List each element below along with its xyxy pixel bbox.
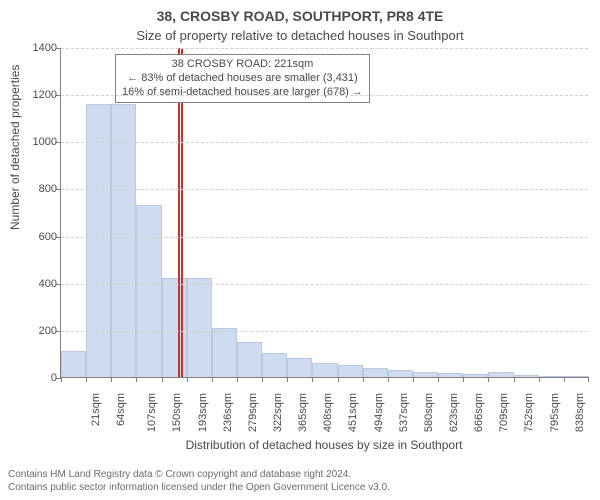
x-tick-mark: [212, 377, 213, 382]
x-tick-label: 64sqm: [115, 393, 127, 426]
y-tick-label: 0: [19, 372, 61, 384]
chart-title-address: 38, CROSBY ROAD, SOUTHPORT, PR8 4TE: [0, 8, 600, 24]
x-tick-mark: [287, 377, 288, 382]
histogram-bar: [338, 365, 363, 377]
plot-area: 38 CROSBY ROAD: 221sqm ← 83% of detached…: [60, 48, 588, 378]
grid-line: [61, 48, 588, 49]
x-tick-mark: [338, 377, 339, 382]
histogram-bar: [111, 104, 136, 377]
x-axis-label: Distribution of detached houses by size …: [60, 438, 588, 452]
x-tick-label: 408sqm: [322, 393, 334, 432]
x-tick-mark: [363, 377, 364, 382]
x-tick-mark: [514, 377, 515, 382]
histogram-bar: [212, 328, 237, 378]
x-tick-mark: [588, 377, 589, 382]
annotation-line-2: ← 83% of detached houses are smaller (3,…: [122, 72, 363, 86]
chart-subtitle: Size of property relative to detached ho…: [0, 28, 600, 43]
x-tick-mark: [413, 377, 414, 382]
x-tick-label: 107sqm: [146, 393, 158, 432]
x-tick-label: 451sqm: [348, 393, 360, 432]
x-tick-mark: [237, 377, 238, 382]
footer-line-1: Contains HM Land Registry data © Crown c…: [8, 469, 390, 482]
footer-attribution: Contains HM Land Registry data © Crown c…: [8, 469, 390, 494]
y-tick-label: 200: [19, 325, 61, 337]
histogram-bar: [187, 278, 212, 377]
x-tick-label: 365sqm: [297, 393, 309, 432]
histogram-bar: [463, 374, 488, 377]
chart-container: 38, CROSBY ROAD, SOUTHPORT, PR8 4TE Size…: [0, 0, 600, 500]
y-tick-label: 1000: [19, 136, 61, 148]
x-tick-mark: [86, 377, 87, 382]
histogram-bar: [287, 358, 312, 377]
histogram-bar: [539, 376, 564, 377]
x-tick-mark: [539, 377, 540, 382]
x-tick-mark: [187, 377, 188, 382]
x-tick-mark: [564, 377, 565, 382]
histogram-bar: [413, 372, 438, 377]
grid-line: [61, 95, 588, 96]
x-tick-mark: [61, 377, 62, 382]
y-tick-label: 1400: [19, 42, 61, 54]
x-tick-mark: [463, 377, 464, 382]
x-tick-label: 279sqm: [247, 393, 259, 432]
x-tick-label: 838sqm: [574, 393, 586, 432]
x-tick-mark: [262, 377, 263, 382]
histogram-bar: [262, 353, 287, 377]
y-tick-label: 1200: [19, 89, 61, 101]
y-tick-label: 600: [19, 231, 61, 243]
x-tick-label: 752sqm: [524, 393, 536, 432]
grid-line: [61, 189, 588, 190]
histogram-bar: [312, 363, 337, 377]
grid-line: [61, 331, 588, 332]
x-tick-label: 150sqm: [172, 393, 184, 432]
y-tick-label: 400: [19, 278, 61, 290]
histogram-bar: [388, 370, 413, 377]
x-tick-label: 322sqm: [272, 393, 284, 432]
x-tick-mark: [136, 377, 137, 382]
histogram-bar: [61, 351, 86, 377]
x-tick-mark: [312, 377, 313, 382]
annotation-line-1: 38 CROSBY ROAD: 221sqm: [122, 58, 363, 72]
x-tick-label: 21sqm: [90, 393, 102, 426]
x-tick-label: 236sqm: [222, 393, 234, 432]
histogram-bar: [363, 368, 388, 377]
x-tick-label: 623sqm: [448, 393, 460, 432]
x-tick-mark: [488, 377, 489, 382]
x-tick-mark: [438, 377, 439, 382]
x-tick-label: 537sqm: [398, 393, 410, 432]
x-tick-label: 709sqm: [498, 393, 510, 432]
grid-line: [61, 284, 588, 285]
footer-line-2: Contains public sector information licen…: [8, 482, 390, 495]
histogram-bar: [514, 375, 539, 377]
y-tick-label: 800: [19, 183, 61, 195]
x-tick-label: 494sqm: [373, 393, 385, 432]
annotation-line-3: 16% of semi-detached houses are larger (…: [122, 86, 363, 100]
histogram-bar: [237, 342, 262, 377]
x-tick-mark: [162, 377, 163, 382]
x-tick-mark: [111, 377, 112, 382]
histogram-bar: [136, 205, 161, 377]
grid-line: [61, 237, 588, 238]
x-tick-mark: [388, 377, 389, 382]
x-tick-label: 666sqm: [473, 393, 485, 432]
x-tick-label: 193sqm: [197, 393, 209, 432]
histogram-bar: [564, 376, 589, 377]
histogram-bar: [438, 373, 463, 377]
x-tick-label: 580sqm: [423, 393, 435, 432]
grid-line: [61, 142, 588, 143]
histogram-bar: [86, 104, 111, 377]
histogram-bar: [488, 372, 513, 377]
x-tick-label: 795sqm: [549, 393, 561, 432]
